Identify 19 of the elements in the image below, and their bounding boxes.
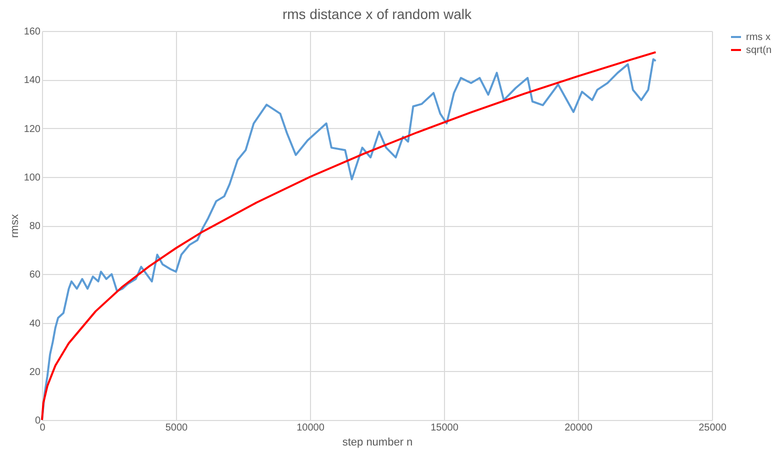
y-tick-label: 60 bbox=[29, 270, 41, 281]
x-tick-label: 25000 bbox=[698, 422, 727, 434]
y-tick-label: 160 bbox=[24, 26, 41, 38]
y-tick-label: 40 bbox=[29, 318, 41, 330]
legend-label: sqrt(n bbox=[746, 45, 772, 56]
x-axis-title: step number n bbox=[342, 436, 413, 448]
y-tick-label: 140 bbox=[24, 75, 41, 86]
x-tick-label: 15000 bbox=[430, 422, 459, 434]
y-tick-label: 0 bbox=[34, 416, 41, 426]
y-axis-title: rmsx bbox=[8, 214, 21, 238]
y-tick-label: 80 bbox=[29, 221, 41, 232]
y-tick-label: 100 bbox=[24, 172, 41, 184]
legend-label: rms x bbox=[746, 32, 770, 43]
chart-title: rms distance x of random walk bbox=[282, 6, 473, 22]
y-tick-label: 120 bbox=[24, 124, 41, 135]
x-tick-label: 5000 bbox=[165, 422, 188, 434]
x-tick-label: 10000 bbox=[296, 422, 325, 434]
x-tick-label: 20000 bbox=[564, 422, 593, 434]
y-tick-label: 20 bbox=[29, 366, 41, 378]
